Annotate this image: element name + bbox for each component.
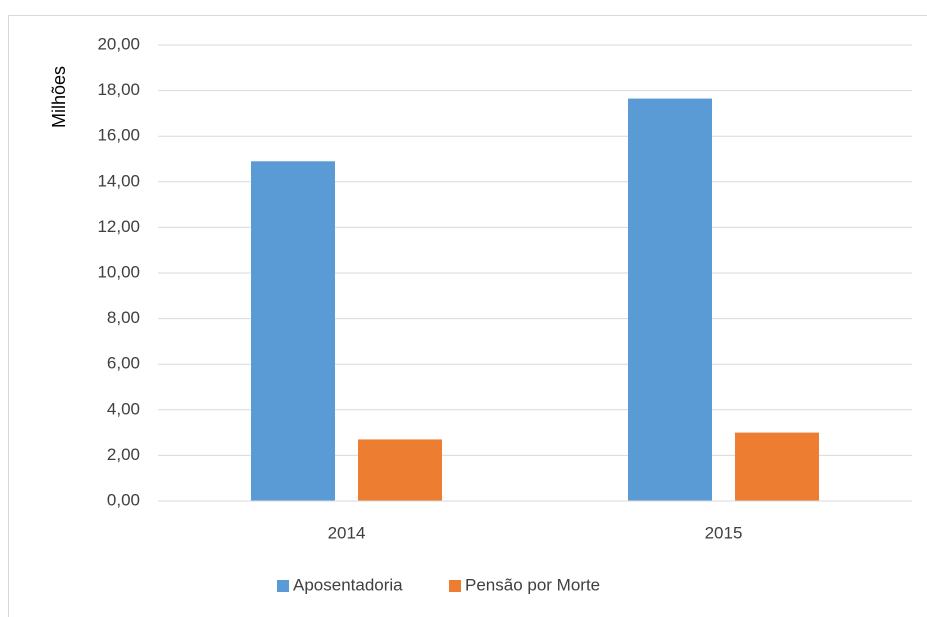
y-tick-label: 8,00 xyxy=(107,308,140,327)
legend-swatch xyxy=(449,580,461,592)
y-tick-label: 14,00 xyxy=(97,171,140,190)
legend-label: Pensão por Morte xyxy=(465,575,600,594)
y-tick-label: 10,00 xyxy=(97,262,140,281)
y-tick-label: 16,00 xyxy=(97,126,140,145)
legend-swatch xyxy=(277,580,289,592)
y-tick-label: 2,00 xyxy=(107,445,140,464)
chart-border xyxy=(8,15,927,617)
x-tick-label: 2015 xyxy=(705,523,743,542)
bar xyxy=(358,439,442,501)
bar xyxy=(628,98,712,501)
y-tick-label: 18,00 xyxy=(97,80,140,99)
bar xyxy=(735,432,819,501)
y-tick-label: 6,00 xyxy=(107,354,140,373)
y-axis-title: Milhões xyxy=(49,66,69,128)
x-tick-label: 2014 xyxy=(328,523,366,542)
y-tick-label: 4,00 xyxy=(107,399,140,418)
y-tick-label: 20,00 xyxy=(97,34,140,53)
legend-label: Aposentadoria xyxy=(293,575,403,594)
y-tick-label: 12,00 xyxy=(97,217,140,236)
bar xyxy=(251,161,335,501)
y-tick-label: 0,00 xyxy=(107,490,140,509)
